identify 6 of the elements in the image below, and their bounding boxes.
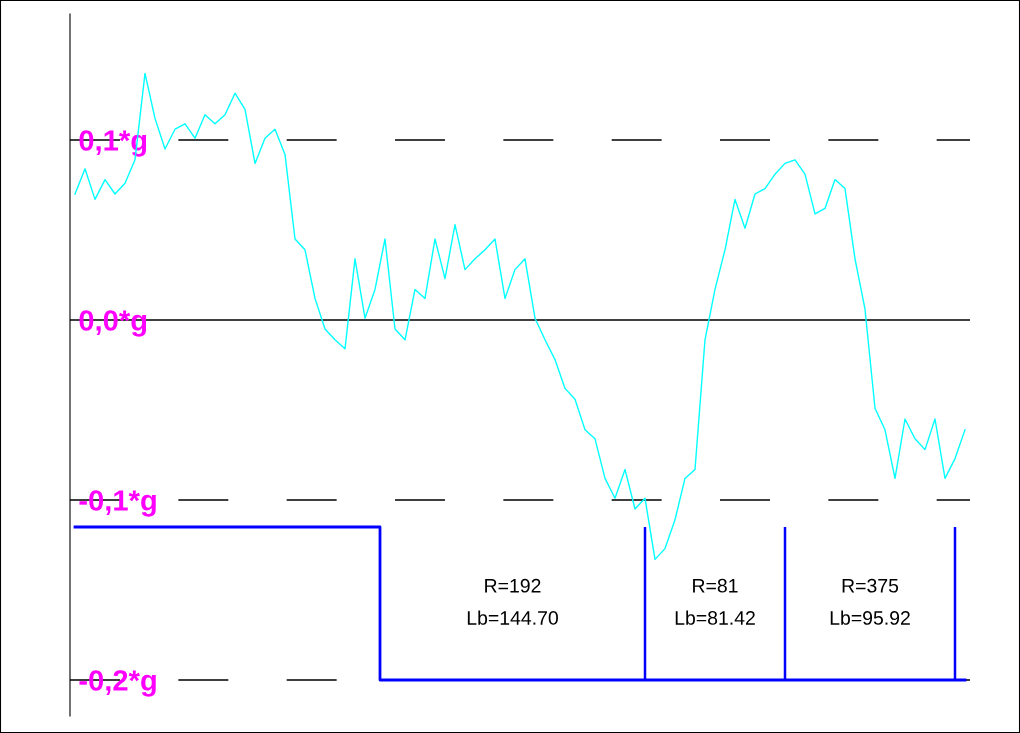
annotation: R=81 Lb=81.42	[675, 578, 755, 625]
line-series	[74, 72, 966, 561]
annotation: R=192 Lb=144.70	[467, 578, 558, 625]
y-tick-label: -0,1*g	[79, 490, 156, 517]
annotation: R=375 Lb=95.92	[830, 578, 910, 625]
y-tick-label: -0,2*g	[79, 670, 156, 697]
